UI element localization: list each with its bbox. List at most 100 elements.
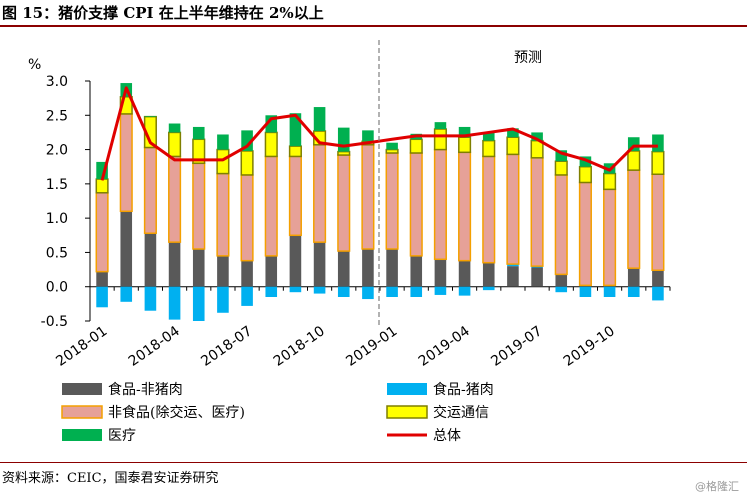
bar-segment — [168, 242, 181, 287]
y-tick-label: 2.0 — [46, 143, 68, 159]
bar-segment — [409, 152, 423, 257]
bar-segment — [386, 249, 398, 287]
bar-segment — [240, 150, 254, 176]
total-series-line — [100, 86, 658, 181]
bar-segment — [482, 132, 495, 141]
bar-segment — [313, 107, 326, 132]
y-tick-label: 1.0 — [46, 211, 68, 227]
bar-segment — [482, 262, 495, 287]
bar-segment — [119, 113, 133, 213]
bar-segment — [386, 142, 398, 150]
forecast-annotation: 预测 — [378, 40, 542, 328]
legend-label: 医疗 — [108, 428, 136, 444]
bar-segment — [337, 251, 350, 287]
y-tick-label: 2.5 — [46, 108, 68, 124]
bar-segment — [192, 286, 205, 321]
bar-segment — [482, 286, 495, 291]
bar-segment — [507, 128, 519, 138]
bar-segment — [434, 122, 447, 129]
bar-segment — [265, 115, 278, 133]
bar-segment — [264, 155, 278, 257]
y-tick-label: -0.5 — [41, 314, 68, 330]
bar-segment — [531, 267, 543, 287]
bar-segment — [143, 146, 157, 234]
bar-segment — [168, 123, 181, 133]
bar-segment — [555, 274, 568, 287]
bar-segment — [385, 148, 399, 154]
legend-swatch — [62, 429, 102, 441]
forecast-label: 预测 — [514, 50, 542, 66]
y-axis: % 3.0 2.5 2.0 1.5 1.0 0.5 0.0 -0.5 — [28, 57, 91, 330]
source-note: 资料来源：CEIC，国泰君安证券研究 — [2, 471, 219, 486]
bar-segment — [216, 172, 230, 257]
figure-title: 图 15：猪价支撑 CPI 在上半年维持在 2%以上 — [2, 4, 324, 22]
bar-segment — [144, 233, 157, 287]
y-tick-label: 0.5 — [46, 245, 68, 261]
bar-segment — [168, 286, 181, 320]
bar-segment — [458, 126, 471, 138]
x-tick-label: 2018-04 — [126, 323, 183, 370]
legend-label: 交运通信 — [433, 404, 489, 421]
bar-segment — [216, 148, 230, 175]
bar-segment — [241, 260, 253, 287]
bar-segment — [313, 242, 326, 287]
bar-segment — [265, 255, 278, 287]
bar-segment — [627, 137, 640, 151]
bar-segment — [482, 155, 496, 264]
legend-label: 食品-非猪肉 — [108, 381, 183, 398]
bar-segment — [434, 286, 447, 295]
bar-segment — [241, 286, 253, 306]
bar-segment — [458, 286, 471, 296]
bar-segment — [578, 181, 592, 287]
bar-segment — [241, 130, 253, 151]
bar-segment — [530, 157, 544, 267]
bar-segment — [337, 127, 350, 152]
bar-segment — [651, 150, 665, 176]
x-tick-label: 2019-10 — [561, 323, 618, 370]
bar-segment — [578, 165, 592, 184]
bar-segment — [192, 249, 205, 287]
bar-segment — [96, 271, 108, 287]
bar-segment — [603, 188, 617, 287]
legend-label: 食品-猪肉 — [433, 381, 494, 398]
bar-segment — [531, 132, 543, 141]
x-tick-label: 2019-04 — [416, 323, 473, 370]
bar-segment — [410, 286, 423, 297]
bar-segment — [337, 150, 351, 156]
bar-segment — [433, 148, 447, 261]
bar-segment — [579, 156, 592, 167]
bar-segment — [168, 155, 182, 243]
bar-segment — [95, 192, 109, 273]
bar-segment — [217, 255, 229, 287]
y-tick-label: 0.0 — [46, 280, 68, 296]
bar-segment — [313, 286, 326, 294]
bar-segment — [554, 160, 568, 176]
bar-segment — [337, 286, 350, 297]
bar-segment — [288, 155, 302, 237]
legend-swatch — [61, 405, 103, 419]
bar-segment — [240, 174, 254, 262]
bar-segment — [506, 153, 520, 265]
bar-segment — [458, 151, 472, 262]
bar-segment — [627, 268, 640, 287]
bar-segment — [506, 136, 520, 156]
y-axis-unit: % — [28, 57, 41, 73]
bar-segment — [289, 286, 302, 293]
bar-segment — [144, 115, 157, 117]
bar-segment — [434, 259, 447, 287]
bar-segment — [192, 162, 206, 250]
legend-swatch — [62, 383, 102, 395]
bar-segment — [168, 131, 182, 158]
bar-segment — [652, 270, 664, 287]
bar-segment — [217, 134, 229, 150]
y-tick-label: 1.5 — [46, 177, 68, 193]
x-tick-label: 2018-10 — [271, 323, 328, 370]
bar-segment — [95, 178, 109, 194]
bar-segment — [362, 286, 374, 300]
bar-segment — [96, 286, 108, 308]
bar-segment — [555, 286, 568, 293]
bar-segment — [192, 126, 205, 140]
watermark: @格隆汇 — [695, 480, 739, 493]
bar-segment — [507, 266, 519, 287]
y-tick-label: 3.0 — [46, 74, 68, 90]
